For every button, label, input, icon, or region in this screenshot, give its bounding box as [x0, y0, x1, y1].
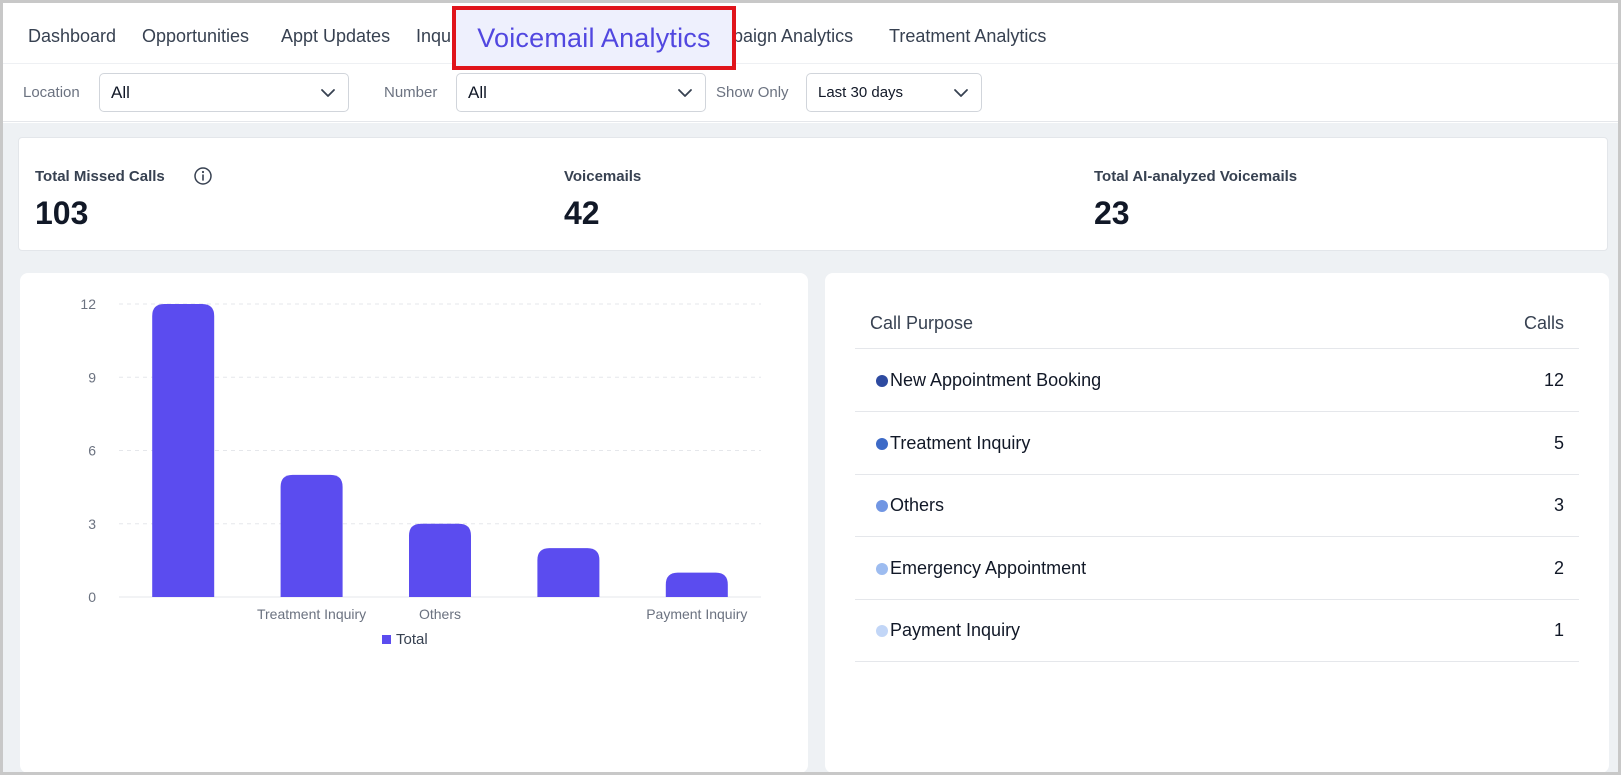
legend-dot	[876, 562, 888, 575]
x-tick-label: Payment Inquiry	[646, 606, 747, 622]
legend-dot	[876, 500, 888, 512]
call-count: 5	[1553, 432, 1564, 453]
call-count: 3	[1553, 495, 1564, 515]
dashboard-content: Total Missed Calls 103 Voicemails 42 Tot…	[3, 123, 1618, 772]
call-count: 12	[1543, 370, 1564, 390]
y-tick-label: 0	[88, 589, 96, 605]
call-purpose-name: New Appointment Booking	[890, 370, 1102, 390]
chevron-down-icon	[954, 89, 968, 97]
number-select-value: All	[468, 82, 487, 102]
location-select-value: All	[111, 82, 130, 102]
y-tick-label: 6	[88, 443, 96, 459]
filter-bar: Location All Number All Show Only Last 3…	[3, 64, 1618, 122]
number-label: Number	[384, 84, 438, 101]
y-tick-label: 12	[80, 296, 96, 312]
call-purpose-bar-chart: 0 3 6 9 12 Treatment Inquiry Others Payment Inq…	[80, 296, 761, 648]
table-header: Call Purpose Calls	[855, 309, 1579, 349]
column-header-call-purpose: Call Purpose	[870, 313, 974, 333]
tab-dashboard[interactable]: Dashboard	[28, 26, 117, 46]
stat-value: 42	[564, 195, 600, 231]
table-row: Payment Inquiry 1	[855, 600, 1579, 662]
show-only-label: Show Only	[716, 84, 789, 101]
call-count: 1	[1553, 620, 1564, 640]
stats-card: Total Missed Calls 103 Voicemails 42 Tot…	[18, 137, 1608, 251]
table-row: Emergency Appointment 2	[855, 538, 1579, 600]
table-row: New Appointment Booking 12	[855, 350, 1579, 412]
date-range-select[interactable]: Last 30 days	[806, 73, 982, 112]
column-header-calls: Calls	[1523, 313, 1564, 333]
legend-dot	[876, 437, 888, 450]
legend-label[interactable]: Total	[396, 631, 428, 648]
stat-label: Voicemails	[564, 168, 642, 185]
legend-dot	[876, 375, 888, 387]
bar[interactable]	[280, 474, 343, 597]
table-row: Others 3	[855, 475, 1579, 537]
x-tick-label: Treatment Inquiry	[257, 606, 366, 622]
info-icon[interactable]	[193, 166, 213, 186]
tab-treatment-analytics[interactable]: Treatment Analytics	[889, 26, 1047, 46]
chevron-down-icon	[321, 89, 335, 97]
table-row: Treatment Inquiry 5	[855, 413, 1579, 475]
date-range-select-value: Last 30 days	[818, 84, 904, 101]
location-label: Location	[23, 84, 80, 101]
bar[interactable]	[537, 548, 600, 597]
call-purpose-name: Treatment Inquiry	[890, 432, 1031, 453]
legend-swatch	[382, 635, 391, 644]
chart-card: 0 3 6 9 12 Treatment Inquiry Others Payment Inq…	[20, 273, 808, 772]
call-purpose-table: Call Purpose Calls New Appointment Booki…	[825, 273, 1609, 772]
tab-campaign-analytics[interactable]: paign Analytics	[733, 26, 854, 46]
y-tick-label: 9	[88, 369, 96, 385]
stat-label: Total Missed Calls	[35, 168, 165, 185]
call-purpose-name: Others	[890, 495, 945, 515]
top-nav: Dashboard Opportunities Appt Updates Inq…	[3, 3, 1618, 70]
bar[interactable]	[152, 304, 215, 597]
bar[interactable]	[409, 523, 471, 597]
tab-opportunities[interactable]: Opportunities	[142, 26, 250, 46]
call-purpose-name: Payment Inquiry	[890, 620, 1021, 640]
location-select[interactable]: All	[99, 73, 349, 112]
call-count: 2	[1553, 557, 1564, 578]
tab-inquiries[interactable]: Inqu	[416, 26, 452, 46]
x-tick-label: Others	[419, 606, 461, 622]
tab-voicemail-analytics[interactable]: Voicemail Analytics	[452, 6, 736, 70]
legend-dot	[876, 625, 888, 637]
y-tick-label: 3	[88, 516, 96, 532]
call-purpose-name: Emergency Appointment	[890, 557, 1087, 578]
chevron-down-icon	[678, 89, 692, 97]
number-select[interactable]: All	[456, 73, 706, 112]
stat-value: 23	[1094, 195, 1130, 231]
stat-value: 103	[35, 195, 89, 231]
tab-appt-updates[interactable]: Appt Updates	[281, 26, 391, 46]
stat-label: Total AI-analyzed Voicemails	[1094, 168, 1298, 185]
bar[interactable]	[665, 572, 728, 597]
